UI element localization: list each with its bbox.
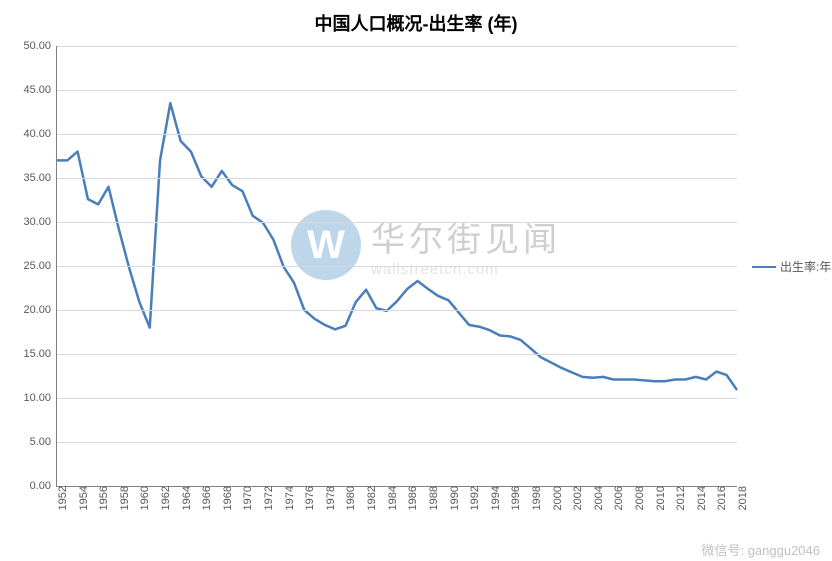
plot-area: W 华尔街见闻 wallstreetcn.com 0.005.0010.0015… [56,46,737,487]
x-tick-label: 2016 [712,486,728,510]
chart-title: 中国人口概况-出生率 (年) [0,10,832,36]
x-tick-label: 1960 [135,486,151,510]
x-tick-label: 1996 [506,486,522,510]
gridline [57,134,737,135]
x-tick-label: 2014 [692,486,708,510]
x-tick-label: 2000 [548,486,564,510]
x-tick-label: 2010 [651,486,667,510]
x-tick-label: 1958 [115,486,131,510]
gridline [57,222,737,223]
x-tick-label: 1982 [362,486,378,510]
legend: 出生率:年 [752,258,831,275]
y-tick-label: 50.00 [23,40,57,52]
x-tick-label: 1968 [218,486,234,510]
x-tick-label: 1978 [321,486,337,510]
y-tick-label: 25.00 [23,260,57,272]
x-tick-label: 1984 [383,486,399,510]
x-tick-label: 1956 [94,486,110,510]
x-tick-label: 1980 [341,486,357,510]
x-tick-label: 1970 [238,486,254,510]
x-tick-label: 1976 [300,486,316,510]
legend-label: 出生率:年 [780,258,831,275]
x-tick-label: 1972 [259,486,275,510]
x-tick-label: 2004 [589,486,605,510]
x-tick-label: 1988 [424,486,440,510]
x-tick-label: 1994 [486,486,502,510]
y-tick-label: 45.00 [23,84,57,96]
gridline [57,90,737,91]
y-tick-label: 30.00 [23,216,57,228]
x-tick-label: 2006 [609,486,625,510]
x-tick-label: 2008 [630,486,646,510]
gridline [57,442,737,443]
x-tick-label: 1962 [156,486,172,510]
x-tick-label: 1964 [177,486,193,510]
x-tick-label: 1954 [74,486,90,510]
y-tick-label: 15.00 [23,348,57,360]
y-tick-label: 5.00 [30,436,57,448]
x-tick-label: 1974 [280,486,296,510]
x-tick-label: 1986 [403,486,419,510]
chart-container: 中国人口概况-出生率 (年) W 华尔街见闻 wallstreetcn.com … [0,0,832,561]
x-tick-label: 1998 [527,486,543,510]
x-tick-label: 1992 [465,486,481,510]
gridline [57,46,737,47]
x-tick-label: 1966 [197,486,213,510]
x-tick-label: 2002 [568,486,584,510]
gridline [57,178,737,179]
gridline [57,354,737,355]
footer-note: 微信号: ganggu2046 [0,540,832,559]
x-tick-label: 1952 [53,486,69,510]
y-tick-label: 10.00 [23,392,57,404]
x-tick-label: 2012 [671,486,687,510]
y-tick-label: 35.00 [23,172,57,184]
y-tick-label: 40.00 [23,128,57,140]
legend-swatch-icon [752,266,776,268]
y-tick-label: 20.00 [23,304,57,316]
x-tick-label: 1990 [445,486,461,510]
gridline [57,310,737,311]
gridline [57,398,737,399]
gridline [57,266,737,267]
x-tick-label: 2018 [733,486,749,510]
